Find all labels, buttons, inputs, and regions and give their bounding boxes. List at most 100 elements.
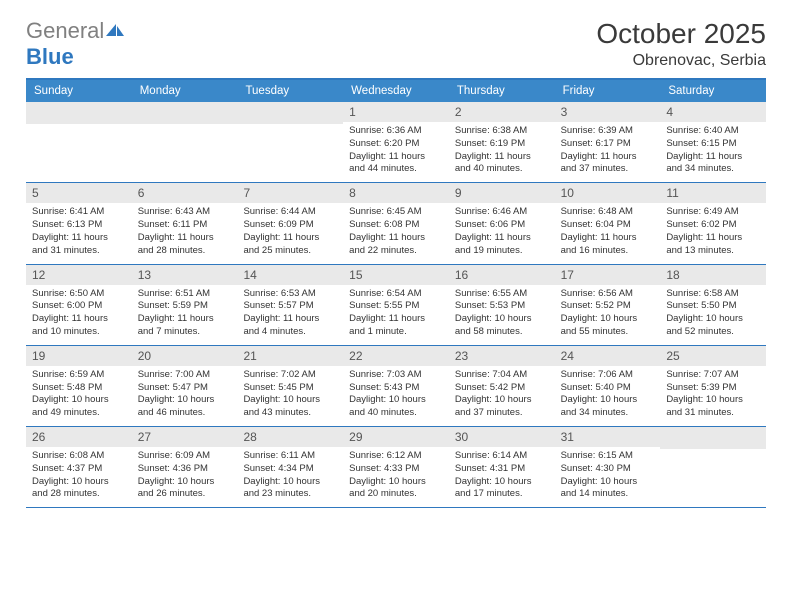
cell-body: Sunrise: 6:55 AMSunset: 5:53 PMDaylight:… — [449, 285, 555, 345]
sun-info-line: Sunrise: 6:45 AM — [349, 206, 443, 219]
calendar-cell — [132, 102, 238, 182]
calendar-cell: 31Sunrise: 6:15 AMSunset: 4:30 PMDayligh… — [555, 427, 661, 507]
cell-body: Sunrise: 6:11 AMSunset: 4:34 PMDaylight:… — [237, 447, 343, 507]
calendar: Sunday Monday Tuesday Wednesday Thursday… — [26, 78, 766, 508]
day-number: 3 — [555, 102, 661, 122]
week-row: 1Sunrise: 6:36 AMSunset: 6:20 PMDaylight… — [26, 102, 766, 183]
week-row: 5Sunrise: 6:41 AMSunset: 6:13 PMDaylight… — [26, 183, 766, 264]
sun-info-line: Sunset: 5:59 PM — [138, 300, 232, 313]
week-row: 26Sunrise: 6:08 AMSunset: 4:37 PMDayligh… — [26, 427, 766, 508]
calendar-cell: 29Sunrise: 6:12 AMSunset: 4:33 PMDayligh… — [343, 427, 449, 507]
sun-info-line: Sunrise: 6:44 AM — [243, 206, 337, 219]
sun-info-line: and 26 minutes. — [138, 488, 232, 501]
sun-info-line: Sunset: 5:48 PM — [32, 382, 126, 395]
sun-info-line: Sunrise: 6:38 AM — [455, 125, 549, 138]
calendar-cell: 3Sunrise: 6:39 AMSunset: 6:17 PMDaylight… — [555, 102, 661, 182]
sun-info-line: and 17 minutes. — [455, 488, 549, 501]
day-number: 6 — [132, 183, 238, 203]
sun-info-line: Sunrise: 6:41 AM — [32, 206, 126, 219]
sun-info-line: Sunset: 4:37 PM — [32, 463, 126, 476]
calendar-cell: 21Sunrise: 7:02 AMSunset: 5:45 PMDayligh… — [237, 346, 343, 426]
cell-body: Sunrise: 6:15 AMSunset: 4:30 PMDaylight:… — [555, 447, 661, 507]
sun-info-line: Sunset: 5:40 PM — [561, 382, 655, 395]
cell-body: Sunrise: 6:09 AMSunset: 4:36 PMDaylight:… — [132, 447, 238, 507]
sun-info-line: Sunrise: 6:49 AM — [666, 206, 760, 219]
sun-info-line: Sunset: 6:17 PM — [561, 138, 655, 151]
sun-info-line: Sunrise: 6:55 AM — [455, 288, 549, 301]
calendar-cell: 16Sunrise: 6:55 AMSunset: 5:53 PMDayligh… — [449, 265, 555, 345]
sun-info-line: Daylight: 10 hours — [243, 394, 337, 407]
sun-info-line: Daylight: 11 hours — [32, 313, 126, 326]
sun-info-line: and 23 minutes. — [243, 488, 337, 501]
sun-info-line: Daylight: 11 hours — [666, 151, 760, 164]
sun-info-line: Daylight: 10 hours — [666, 394, 760, 407]
calendar-cell — [26, 102, 132, 182]
sun-info-line: and 31 minutes. — [32, 245, 126, 258]
sun-info-line: and 55 minutes. — [561, 326, 655, 339]
calendar-cell: 12Sunrise: 6:50 AMSunset: 6:00 PMDayligh… — [26, 265, 132, 345]
sun-info-line: Sunset: 6:08 PM — [349, 219, 443, 232]
sun-info-line: Daylight: 11 hours — [455, 232, 549, 245]
day-number: 19 — [26, 346, 132, 366]
sun-info-line: Sunrise: 7:02 AM — [243, 369, 337, 382]
cell-body: Sunrise: 6:38 AMSunset: 6:19 PMDaylight:… — [449, 122, 555, 182]
logo-text-2: Blue — [26, 44, 74, 69]
sun-info-line: Sunrise: 6:58 AM — [666, 288, 760, 301]
day-number: 9 — [449, 183, 555, 203]
cell-body: Sunrise: 6:12 AMSunset: 4:33 PMDaylight:… — [343, 447, 449, 507]
cell-body: Sunrise: 7:06 AMSunset: 5:40 PMDaylight:… — [555, 366, 661, 426]
cell-body: Sunrise: 6:50 AMSunset: 6:00 PMDaylight:… — [26, 285, 132, 345]
sun-info-line: Sunrise: 6:15 AM — [561, 450, 655, 463]
cell-body: Sunrise: 6:41 AMSunset: 6:13 PMDaylight:… — [26, 203, 132, 263]
day-number: 15 — [343, 265, 449, 285]
cell-body: Sunrise: 7:04 AMSunset: 5:42 PMDaylight:… — [449, 366, 555, 426]
sun-info-line: Sunset: 5:45 PM — [243, 382, 337, 395]
sun-info-line: Sunrise: 6:14 AM — [455, 450, 549, 463]
calendar-cell: 17Sunrise: 6:56 AMSunset: 5:52 PMDayligh… — [555, 265, 661, 345]
day-header-sat: Saturday — [660, 80, 766, 102]
sun-info-line: and 46 minutes. — [138, 407, 232, 420]
sun-info-line: Sunset: 6:15 PM — [666, 138, 760, 151]
day-header-tue: Tuesday — [237, 80, 343, 102]
sun-info-line: Sunrise: 7:04 AM — [455, 369, 549, 382]
day-number: 25 — [660, 346, 766, 366]
day-number — [132, 102, 238, 124]
sun-info-line: and 25 minutes. — [243, 245, 337, 258]
sun-info-line: Sunrise: 6:51 AM — [138, 288, 232, 301]
sun-info-line: Daylight: 10 hours — [455, 313, 549, 326]
day-number: 22 — [343, 346, 449, 366]
sun-info-line: Sunset: 6:20 PM — [349, 138, 443, 151]
cell-body: Sunrise: 6:43 AMSunset: 6:11 PMDaylight:… — [132, 203, 238, 263]
cell-body: Sunrise: 6:46 AMSunset: 6:06 PMDaylight:… — [449, 203, 555, 263]
day-number: 28 — [237, 427, 343, 447]
sun-info-line: Daylight: 10 hours — [561, 313, 655, 326]
sun-info-line: and 34 minutes. — [561, 407, 655, 420]
calendar-cell: 20Sunrise: 7:00 AMSunset: 5:47 PMDayligh… — [132, 346, 238, 426]
sun-info-line: Sunrise: 6:50 AM — [32, 288, 126, 301]
sun-info-line: Sunrise: 7:00 AM — [138, 369, 232, 382]
day-number: 27 — [132, 427, 238, 447]
calendar-cell: 22Sunrise: 7:03 AMSunset: 5:43 PMDayligh… — [343, 346, 449, 426]
sun-info-line: Sunrise: 7:06 AM — [561, 369, 655, 382]
cell-body: Sunrise: 6:51 AMSunset: 5:59 PMDaylight:… — [132, 285, 238, 345]
day-header-row: Sunday Monday Tuesday Wednesday Thursday… — [26, 80, 766, 102]
calendar-cell: 10Sunrise: 6:48 AMSunset: 6:04 PMDayligh… — [555, 183, 661, 263]
sun-info-line: and 37 minutes. — [455, 407, 549, 420]
logo-sail-icon — [104, 18, 126, 44]
sun-info-line: Sunset: 4:30 PM — [561, 463, 655, 476]
sun-info-line: Sunset: 5:43 PM — [349, 382, 443, 395]
cell-body: Sunrise: 6:36 AMSunset: 6:20 PMDaylight:… — [343, 122, 449, 182]
sun-info-line: Daylight: 10 hours — [349, 476, 443, 489]
sun-info-line: Daylight: 11 hours — [666, 232, 760, 245]
sun-info-line: and 52 minutes. — [666, 326, 760, 339]
day-header-sun: Sunday — [26, 80, 132, 102]
sun-info-line: Sunset: 6:19 PM — [455, 138, 549, 151]
day-header-mon: Monday — [132, 80, 238, 102]
sun-info-line: Daylight: 11 hours — [349, 313, 443, 326]
sun-info-line: Sunset: 5:57 PM — [243, 300, 337, 313]
sun-info-line: Sunrise: 6:43 AM — [138, 206, 232, 219]
weeks-container: 1Sunrise: 6:36 AMSunset: 6:20 PMDaylight… — [26, 102, 766, 508]
sun-info-line: and 28 minutes. — [138, 245, 232, 258]
calendar-cell: 9Sunrise: 6:46 AMSunset: 6:06 PMDaylight… — [449, 183, 555, 263]
sun-info-line: Daylight: 11 hours — [243, 232, 337, 245]
